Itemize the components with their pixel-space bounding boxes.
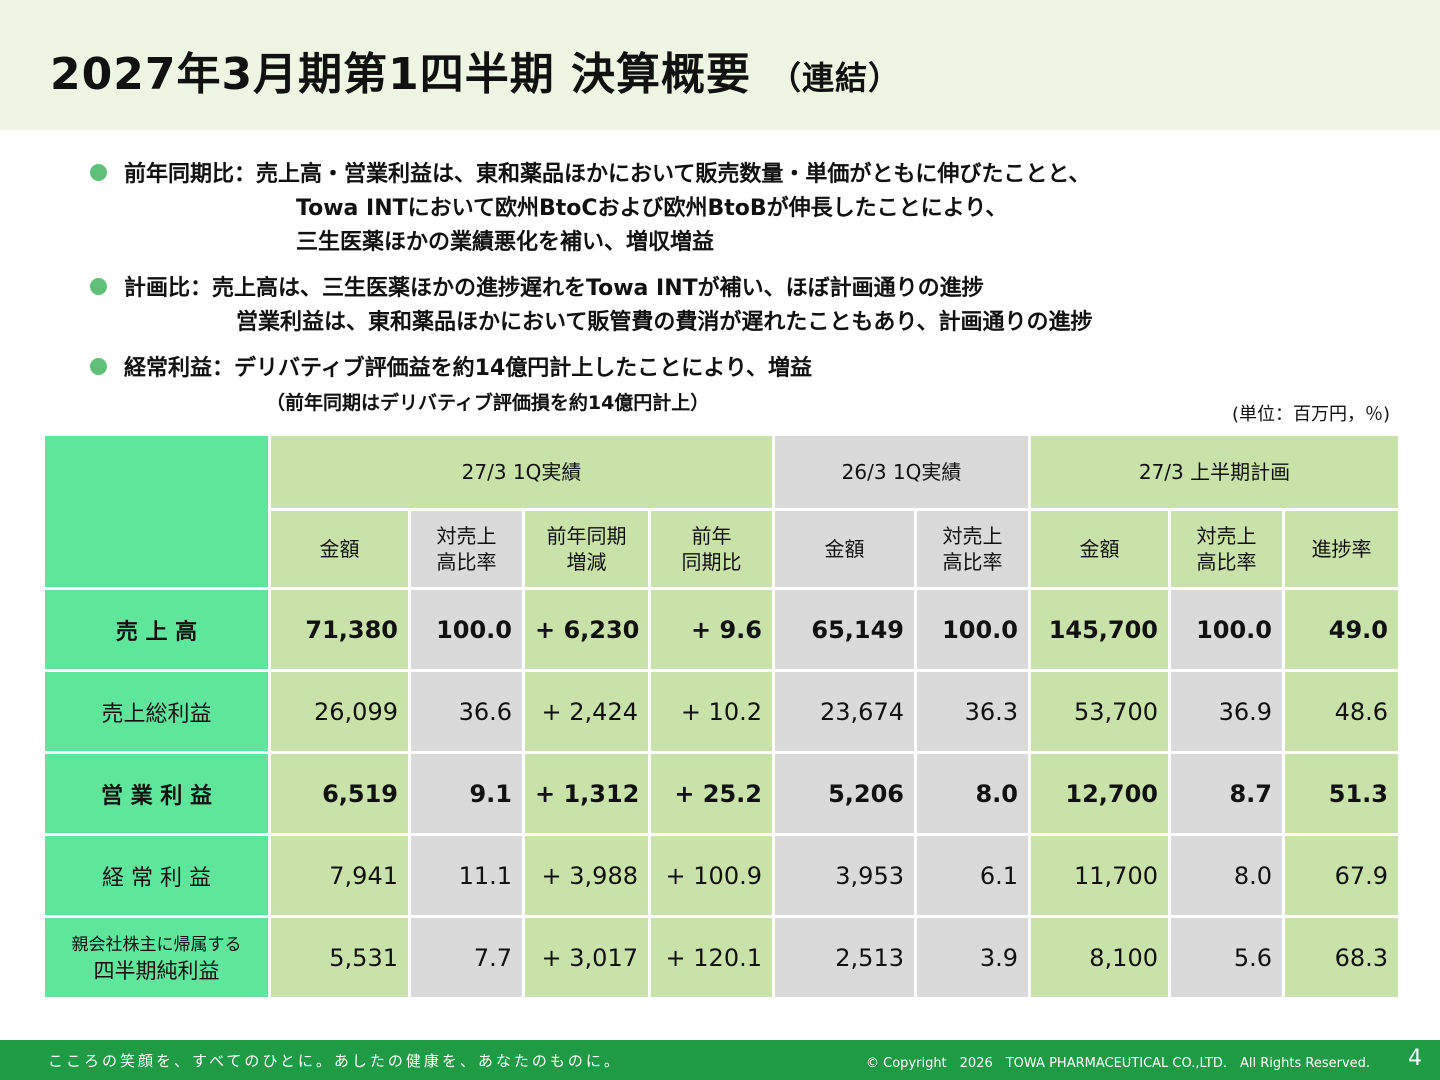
cell: 11,700 [1028,833,1171,918]
group-header: 27/3 1Q実績 [268,433,775,511]
cell: 100.0 [1168,587,1285,672]
cell: 23,674 [772,669,917,754]
cell: 53,700 [1028,669,1171,754]
bullet-line: 三生医薬ほかの業績悪化を補い、増収増益 [296,230,715,255]
bullet-plan: 計画比：売上高は、三生医薬ほかの進捗遅れをTowa INTが補い、ほぼ計画通りの… [90,272,1390,340]
unit-note: (単位：百万円，％) [1231,404,1390,425]
row-label: 経 常 利 益 [42,833,271,918]
cell: 51.3 [1282,751,1401,836]
bullet-yoy: 前年同期比：売上高・営業利益は、東和薬品ほかにおいて販売数量・単価がともに伸びた… [90,158,1390,260]
financial-summary-table: 27/3 1Q実績 26/3 1Q実績 27/3 上半期計画 金額 対売上 高比率… [42,433,1401,1000]
cell: 71,380 [268,587,411,672]
cell: 8.0 [914,751,1031,836]
cell: 100.0 [914,587,1031,672]
cell: 68.3 [1282,915,1401,1000]
table-corner [42,433,271,590]
cell: 12,700 [1028,751,1171,836]
column-header: 金額 [268,508,411,590]
column-header: 金額 [1028,508,1171,590]
cell: + 3,017 [522,915,651,1000]
cell: 36.3 [914,669,1031,754]
header-band [0,0,1440,130]
bullet-line: Towa INTにおいて欧州BtoCおよび欧州BtoBが伸長したことにより、 [296,196,1008,221]
column-header: 進捗率 [1282,508,1401,590]
row-label: 売 上 高 [42,587,271,672]
cell: 9.1 [408,751,525,836]
column-header: 金額 [772,508,917,590]
cell: + 6,230 [522,587,651,672]
cell: 6.1 [914,833,1031,918]
cell: 49.0 [1282,587,1401,672]
cell: + 120.1 [648,915,775,1000]
bullet-dot-icon [90,358,107,375]
cell: 36.9 [1168,669,1285,754]
bullet-line: 前年同期比：売上高・営業利益は、東和薬品ほかにおいて販売数量・単価がともに伸びた… [124,162,1091,187]
bullet-line: 営業利益は、東和薬品ほかにおいて販管費の費消が遅れたこともあり、計画通りの進捗 [236,310,1093,335]
cell: 11.1 [408,833,525,918]
cell: + 25.2 [648,751,775,836]
footer-slogan: こころの笑顔を、すべてのひとに。あしたの健康を、あなたのものに。 [48,1052,622,1070]
cell: 65,149 [772,587,917,672]
cell: 3.9 [914,915,1031,1000]
cell: + 100.9 [648,833,775,918]
cell: 145,700 [1028,587,1171,672]
cell: 67.9 [1282,833,1401,918]
table-row: 親会社株主に帰属する 四半期純利益 5,531 7.7 + 3,017 + 120… [42,915,1401,1000]
row-label: 営 業 利 益 [42,751,271,836]
cell: 26,099 [268,669,411,754]
group-header: 26/3 1Q実績 [772,433,1031,511]
bullet-line: 計画比：売上高は、三生医薬ほかの進捗遅れをTowa INTが補い、ほぼ計画通りの… [124,276,984,301]
cell: 8,100 [1028,915,1171,1000]
cell: 7.7 [408,915,525,1000]
cell: 7,941 [268,833,411,918]
cell: 5,206 [772,751,917,836]
table-row: 営 業 利 益 6,519 9.1 + 1,312 + 25.2 5,206 8… [42,751,1401,836]
cell: 2,513 [772,915,917,1000]
summary-bullets: 前年同期比：売上高・営業利益は、東和薬品ほかにおいて販売数量・単価がともに伸びた… [90,158,1390,432]
page-title: 2027年3月期第1四半期 決算概要 （連結） [50,38,901,102]
page-title-main: 2027年3月期第1四半期 決算概要 [50,49,752,100]
cell: + 1,312 [522,751,651,836]
bullet-dot-icon [90,164,107,181]
cell: 6,519 [268,751,411,836]
bullet-dot-icon [90,278,107,295]
cell: 3,953 [772,833,917,918]
cell: 36.6 [408,669,525,754]
cell: 5,531 [268,915,411,1000]
footer-bar: こころの笑顔を、すべてのひとに。あしたの健康を、あなたのものに。 © Copyr… [0,1040,1440,1080]
row-label: 売上総利益 [42,669,271,754]
cell: + 10.2 [648,669,775,754]
cell: + 3,988 [522,833,651,918]
cell: 5.6 [1168,915,1285,1000]
table-row: 経 常 利 益 7,941 11.1 + 3,988 + 100.9 3,953… [42,833,1401,918]
column-header: 前年同期 増減 [522,508,651,590]
group-header: 27/3 上半期計画 [1028,433,1401,511]
column-header: 対売上 高比率 [408,508,525,590]
footer-copyright: © Copyright 2026 TOWA PHARMACEUTICAL CO.… [866,1056,1371,1071]
bullet-line: 経常利益：デリバティブ評価益を約14億円計上したことにより、増益 [124,356,812,381]
cell: + 2,424 [522,669,651,754]
bullet-line: （前年同期はデリバティブ評価損を約14億円計上） [266,392,710,414]
cell: 8.7 [1168,751,1285,836]
table-row: 売上総利益 26,099 36.6 + 2,424 + 10.2 23,674 … [42,669,1401,754]
cell: 100.0 [408,587,525,672]
column-header: 対売上 高比率 [1168,508,1285,590]
cell: 8.0 [1168,833,1285,918]
page-number: 4 [1408,1046,1422,1071]
cell: 48.6 [1282,669,1401,754]
column-header: 前年 同期比 [648,508,775,590]
page-title-sub: （連結） [769,59,902,97]
column-header: 対売上 高比率 [914,508,1031,590]
table-row: 売 上 高 71,380 100.0 + 6,230 + 9.6 65,149 … [42,587,1401,672]
cell: + 9.6 [648,587,775,672]
bullet-ordinary: 経常利益：デリバティブ評価益を約14億円計上したことにより、増益 （前年同期はデ… [90,352,1390,420]
row-label: 親会社株主に帰属する 四半期純利益 [42,915,271,1000]
